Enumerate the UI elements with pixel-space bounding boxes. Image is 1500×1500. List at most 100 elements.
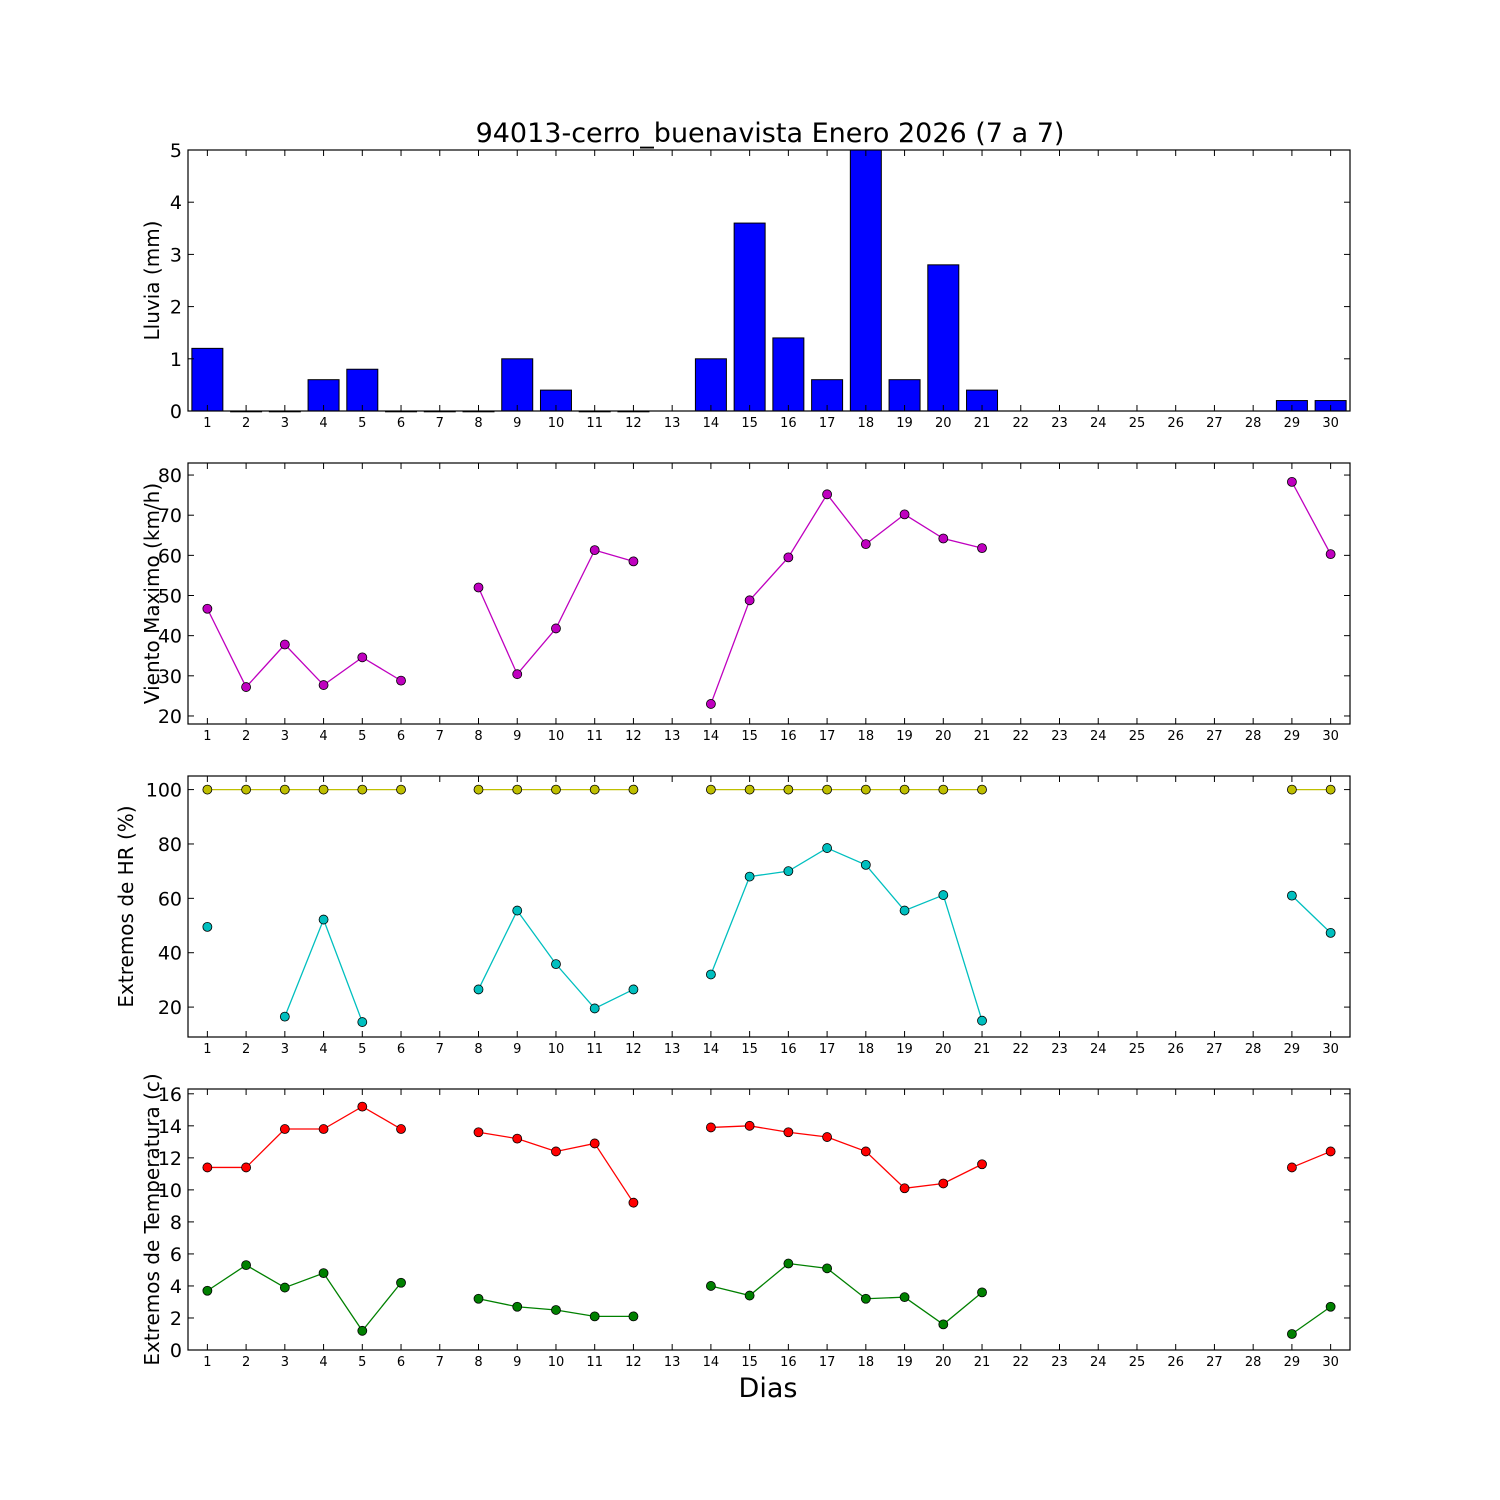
- panel-1-xtick-label: 1: [203, 729, 211, 744]
- panel-2-series-0-point-day-10: [551, 784, 561, 795]
- panel-2-series-1-line-1: [284, 917, 363, 1023]
- panel-3-series-0-point-day-18: [860, 1146, 871, 1157]
- panel-2-frame: [187, 775, 1351, 1038]
- panel-0-xtick-label: 20: [935, 416, 952, 431]
- panel-2-series-1-point-day-10: [551, 959, 561, 970]
- panel-1-xtick-label: 14: [703, 729, 720, 744]
- panel-0-xtick-label: 21: [974, 416, 991, 431]
- panel-3-xtick-label: 5: [358, 1355, 366, 1370]
- panel-0-xtick-label: 19: [896, 416, 913, 431]
- panel-2-series-1-point-day-14: [706, 969, 716, 980]
- panel-2-xtick-label: 14: [703, 1042, 720, 1057]
- panel-1-xtick-label: 6: [397, 729, 405, 744]
- panel-2-series-1-point-day-8: [473, 984, 484, 995]
- panel-3-xtick-label: 2: [242, 1355, 250, 1370]
- panel-3-series-1-point-day-8: [473, 1293, 484, 1304]
- panel-2-ylabel: Extremos de HR (%): [114, 805, 138, 1007]
- panel-3-series-0-line-0: [207, 1105, 402, 1169]
- panel-3-series-0-point-day-8: [473, 1127, 484, 1138]
- panel-3-series-1-point-day-15: [744, 1290, 755, 1301]
- panel-1-xtick-label: 9: [513, 729, 521, 744]
- panel-0-ytick-label: 3: [170, 244, 182, 266]
- panel-3-series-1-point-day-9: [512, 1301, 523, 1312]
- panel-3-xtick-label: 24: [1090, 1355, 1107, 1370]
- panel-1-series-0-point-day-5: [357, 652, 368, 663]
- panel-3-series-0-point-day-29: [1287, 1162, 1297, 1173]
- panel-3-series-0-point-day-11: [589, 1138, 600, 1149]
- panel-0-ytick-label: 5: [170, 140, 182, 162]
- panel-2-xtick-label: 12: [625, 1042, 642, 1057]
- panel-3-xtick-label: 25: [1129, 1355, 1146, 1370]
- panel-2-series-0-point-day-15: [744, 784, 755, 795]
- panel-3-series-1-point-day-1: [202, 1285, 213, 1296]
- panel-1-series-0-point-day-9: [512, 669, 523, 680]
- panel-3-xtick-label: 10: [548, 1355, 565, 1370]
- rain-bar-day-1: [191, 347, 224, 412]
- panel-1-xtick-label: 25: [1129, 729, 1146, 744]
- panel-0-xtick-label: 26: [1167, 416, 1184, 431]
- panel-0-ytick-label: 0: [170, 401, 182, 423]
- panel-2-series-1-point-day-21: [977, 1015, 987, 1026]
- panel-3-series-1-point-day-16: [783, 1258, 794, 1269]
- panel-2-xtick-label: 27: [1206, 1042, 1223, 1057]
- panel-1-series-0-point-day-14: [706, 699, 716, 709]
- panel-3-xtick-label: 22: [1012, 1355, 1029, 1370]
- panel-1-ytick-label: 60: [158, 545, 182, 567]
- panel-1-xtick-label: 11: [586, 729, 603, 744]
- panel-3-series-0-point-day-21: [977, 1159, 987, 1170]
- panel-3-series-1-point-day-10: [551, 1305, 561, 1315]
- panel-0-xtick-label: 25: [1129, 416, 1146, 431]
- panel-2-xtick-label: 19: [896, 1042, 913, 1057]
- panel-1-series-0-point-day-3: [279, 639, 290, 650]
- panel-2-series-1-point-day-17: [822, 843, 832, 853]
- panel-1-series-0-point-day-20: [938, 533, 949, 544]
- panel-2-series-1-line-3: [710, 847, 983, 1021]
- panel-3-xtick-label: 16: [780, 1355, 797, 1370]
- panel-1-series-0-point-day-8: [473, 582, 484, 593]
- panel-3-series-0-point-day-19: [899, 1183, 910, 1194]
- panel-2-series-1-point-day-11: [589, 1003, 600, 1014]
- panel-2-xtick-label: 16: [780, 1042, 797, 1057]
- panel-3-ytick-label: 2: [170, 1308, 182, 1330]
- panel-1-series-0-point-day-21: [977, 543, 987, 554]
- panel-3-series-1-point-day-19: [899, 1292, 910, 1303]
- panel-2-xtick-label: 17: [819, 1042, 836, 1057]
- panel-3-series-1-point-day-14: [706, 1281, 716, 1291]
- panel-3-series-1-point-day-29: [1287, 1329, 1297, 1339]
- panel-2-ytick-label: 20: [158, 997, 182, 1019]
- panel-2-ytick-label: 100: [146, 780, 182, 802]
- panel-2-series-1-point-day-3: [279, 1011, 290, 1022]
- panel-0-xtick-label: 29: [1284, 416, 1301, 431]
- panel-2-series-0-point-day-21: [977, 784, 987, 795]
- panel-2-series-0-point-day-8: [473, 784, 484, 795]
- panel-3-xtick-label: 14: [703, 1355, 720, 1370]
- panel-1-series-0-point-day-30: [1325, 549, 1336, 560]
- panel-3-series-0-point-day-12: [628, 1197, 639, 1208]
- panel-3-xtick-label: 18: [858, 1355, 875, 1370]
- panel-1-xtick-label: 21: [974, 729, 991, 744]
- panel-3-series-0-line-2: [710, 1125, 983, 1189]
- panel-3-series-1-point-day-12: [628, 1311, 639, 1322]
- panel-0-ytick-label: 1: [170, 349, 182, 371]
- rain-bar-day-5: [346, 368, 379, 412]
- panel-1-series-0-point-day-12: [628, 556, 639, 567]
- panel-3-xtick-label: 3: [281, 1355, 289, 1370]
- panel-3-series-1-point-day-30: [1325, 1301, 1336, 1312]
- panel-2-xtick-label: 28: [1245, 1042, 1262, 1057]
- panel-3-series-0-point-day-30: [1325, 1146, 1336, 1157]
- panel-2-xtick-label: 25: [1129, 1042, 1146, 1057]
- panel-2-xtick-label: 18: [858, 1042, 875, 1057]
- panel-1-xtick-label: 8: [474, 729, 482, 744]
- panel-2-series-0-point-day-9: [512, 784, 523, 795]
- panel-1-xtick-label: 24: [1090, 729, 1107, 744]
- panel-0-xtick-label: 4: [319, 416, 327, 431]
- panel-2-series-0-point-day-19: [899, 784, 910, 795]
- panel-3-series-1-line-3: [1291, 1306, 1332, 1335]
- panel-3-xtick-label: 20: [935, 1355, 952, 1370]
- panel-1-xtick-label: 16: [780, 729, 797, 744]
- panel-0-ytick-label: 2: [170, 297, 182, 319]
- panel-2-series-1-point-day-19: [899, 905, 910, 916]
- panel-3-series-1-point-day-21: [977, 1287, 987, 1298]
